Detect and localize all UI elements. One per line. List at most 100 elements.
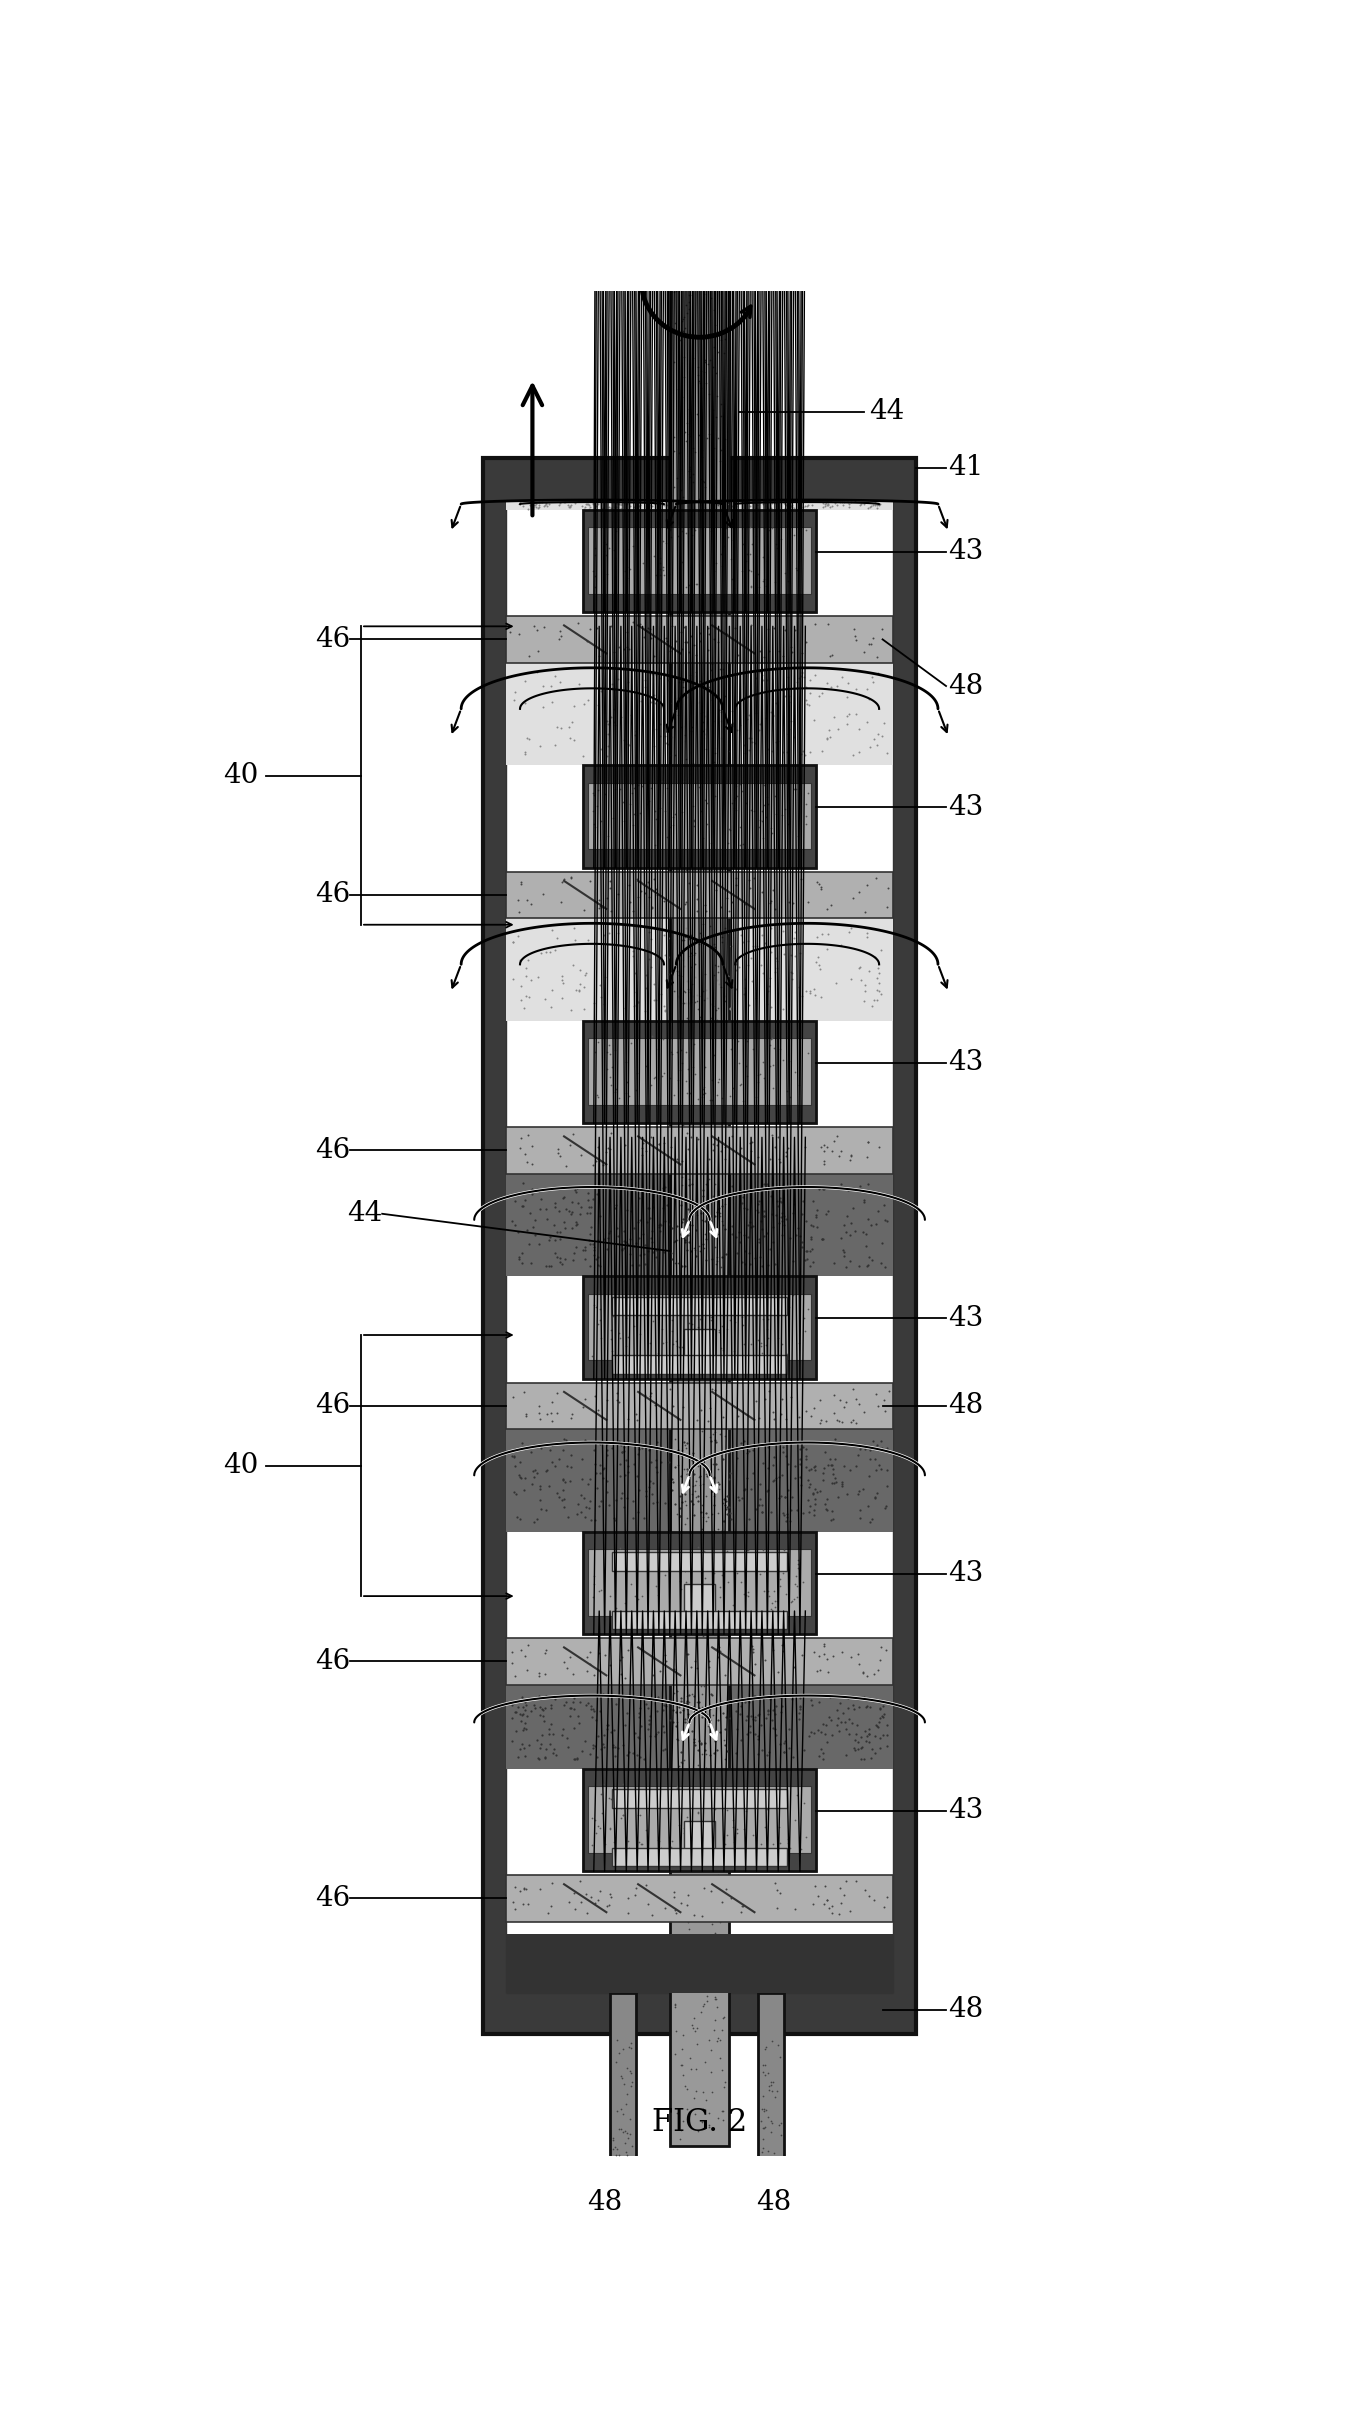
Point (861, 1422, 883, 1460)
Point (665, 484, 687, 523)
Point (756, 1213, 778, 1252)
Point (693, 463, 715, 501)
Point (520, 884, 542, 923)
Point (859, 1688, 880, 1727)
Point (759, 1230, 781, 1269)
Point (781, 702, 803, 741)
Point (682, 484, 704, 523)
Point (698, 1020, 719, 1058)
Point (632, 1276, 654, 1315)
Point (871, 1429, 893, 1468)
Point (703, 1734, 725, 1773)
Point (808, 1170, 830, 1209)
Point (767, 528, 789, 567)
Point (812, 1739, 834, 1778)
Point (576, 1175, 598, 1213)
Point (562, 688, 584, 727)
Point (700, 637, 722, 676)
Point (663, 971, 685, 1010)
Point (736, 1698, 758, 1737)
Point (681, 983, 703, 1022)
Point (762, 1068, 784, 1107)
Point (859, 952, 880, 991)
Point (695, 1763, 717, 1802)
Point (696, 782, 718, 821)
Point (663, 431, 685, 470)
Point (808, 1473, 830, 1511)
Point (663, 1075, 685, 1114)
Point (669, 1117, 691, 1155)
Point (755, 1640, 777, 1678)
Point (538, 484, 560, 523)
Point (752, 1196, 774, 1235)
Point (695, 344, 717, 383)
Point (714, 809, 736, 848)
Point (583, 983, 605, 1022)
Point (603, 702, 625, 741)
Point (745, 978, 767, 1017)
Point (729, 765, 751, 804)
Point (700, 998, 722, 1037)
Point (568, 1485, 590, 1523)
Point (684, 2013, 706, 2051)
Point (521, 1126, 543, 1165)
Point (504, 673, 526, 712)
Point (661, 1821, 682, 1860)
Point (681, 707, 703, 746)
Point (853, 1182, 875, 1221)
Point (622, 1734, 644, 1773)
Point (665, 1892, 687, 1930)
Point (698, 1565, 719, 1603)
Point (764, 889, 786, 928)
Point (734, 543, 756, 581)
Point (693, 1531, 715, 1569)
Point (702, 978, 723, 1017)
Point (524, 1216, 546, 1255)
Point (714, 1754, 736, 1792)
Point (535, 1490, 557, 1528)
Point (864, 1480, 886, 1519)
Point (811, 867, 833, 906)
Point (621, 2027, 643, 2066)
Point (616, 2114, 637, 2153)
Point (508, 1739, 530, 1778)
Point (547, 484, 569, 523)
Polygon shape (610, 1993, 636, 2165)
Point (614, 988, 636, 1027)
Point (628, 1698, 650, 1737)
Point (669, 1497, 691, 1536)
Point (816, 1490, 838, 1528)
Point (835, 1213, 857, 1252)
Point (598, 1485, 620, 1523)
Point (691, 511, 713, 550)
Point (768, 1337, 790, 1376)
Point (535, 484, 557, 523)
Point (512, 1884, 534, 1923)
Point (672, 1431, 693, 1470)
Point (670, 1586, 692, 1625)
Point (723, 1020, 745, 1058)
Point (827, 710, 849, 748)
Point (636, 489, 658, 528)
Point (674, 1930, 696, 1969)
Point (707, 1063, 729, 1102)
Point (792, 731, 814, 770)
Point (797, 1460, 819, 1499)
Point (501, 1642, 523, 1681)
Point (580, 1688, 602, 1727)
Point (695, 1557, 717, 1596)
Point (586, 1240, 607, 1279)
Point (704, 777, 726, 816)
Point (520, 1242, 542, 1281)
Point (513, 734, 535, 773)
Point (579, 1632, 601, 1671)
Point (577, 1182, 599, 1221)
Point (850, 1727, 872, 1766)
Point (534, 487, 556, 526)
Point (796, 1201, 818, 1240)
Point (853, 1678, 875, 1717)
Point (637, 1233, 659, 1272)
Point (629, 606, 651, 644)
Point (692, 712, 714, 751)
Point (775, 484, 797, 523)
